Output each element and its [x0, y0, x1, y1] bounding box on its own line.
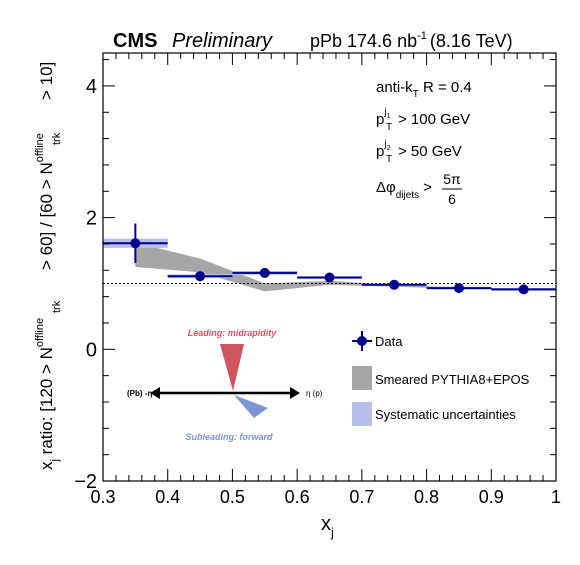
- svg-text:xj ratio: [120 > Noffline: xj ratio: [120 > Noffline: [34, 318, 61, 470]
- data-point: [518, 284, 529, 295]
- cut-pt2-sub: T: [386, 154, 392, 165]
- legend-syst-label: Systematic uncertainties: [375, 407, 516, 422]
- x-axis-title-main: x: [321, 513, 331, 535]
- y-title-e-sub: trk: [51, 132, 63, 145]
- model-band: [135, 242, 524, 292]
- cut-dphi-sub: dijets: [396, 190, 419, 201]
- x-tick-label: 0.9: [479, 487, 504, 507]
- y-title-b: ratio: [120 > N: [37, 347, 56, 459]
- inset-diagram: Leading: midrapidity (Pb) -η η (p) Suble…: [127, 328, 323, 442]
- cut-algo-sub: T: [413, 89, 419, 100]
- model-band-layer: [135, 242, 524, 292]
- cut-pt2-value: > 50 GeV: [398, 143, 462, 160]
- cut-algorithm: anti-kT R = 0.4: [376, 79, 472, 100]
- x-axis-title-sub: j: [330, 525, 334, 540]
- data-point: [324, 272, 335, 283]
- header-dataset: pPb 174.6 nb: [310, 31, 417, 51]
- cut-pt1-value: > 100 GeV: [398, 111, 470, 128]
- y-title-c-sup: offline: [34, 318, 46, 347]
- cut-pt2-sup: j: [383, 139, 386, 150]
- x-axis-title: xj: [321, 513, 334, 540]
- y-axis-title: xj ratio: [120 > Noffline trk > 60] / [6…: [34, 62, 63, 470]
- data-point: [259, 267, 270, 278]
- x-tick-label: 0.3: [90, 487, 115, 507]
- cut-pt1-sub: T: [386, 122, 392, 133]
- svg-text:> 60] / [60 > Noffline: > 60] / [60 > Noffline: [34, 133, 56, 270]
- x-tick-label: 0.4: [155, 487, 180, 507]
- cut-pt1-letter: p: [376, 111, 384, 128]
- cut-dphi-num: 5π: [443, 171, 461, 187]
- data-point: [130, 238, 141, 249]
- legend-data-marker: [357, 336, 367, 346]
- y-tick-label: 4: [86, 76, 97, 98]
- cut-algo-suffix: R = 0.4: [419, 79, 472, 96]
- y-title-c-sub: trk: [51, 300, 63, 313]
- axes-layer: 0.3 0.4 0.5 0.6 0.7 0.8 0.9 1 −2 0 2 4: [74, 52, 561, 507]
- inset-subleading-label: Subleading: forward: [185, 432, 273, 442]
- cut-pt2: pj2: [376, 139, 391, 160]
- cut-dphi-gt: >: [423, 179, 432, 196]
- inset-leading-label: Leading: midrapidity: [188, 328, 278, 338]
- cut-algo-prefix: anti-k: [376, 79, 413, 96]
- header-lumi: pPb 174.6 nb-1 (8.16 TeV): [310, 30, 513, 51]
- y-tick-label: 0: [86, 339, 97, 361]
- inset-right-label: η (p): [306, 389, 323, 398]
- cut-dphi-den: 6: [448, 191, 456, 207]
- cut-pt1: pj1: [376, 107, 391, 128]
- legend-model-swatch: [352, 366, 372, 390]
- svg-text:trk: trk: [51, 300, 63, 313]
- data-point: [195, 271, 206, 282]
- x-tick-label: 1: [551, 487, 561, 507]
- cut-pt2-letter: p: [376, 143, 384, 160]
- plot-frame: [102, 52, 557, 482]
- legend-model-label: Smeared PYTHIA8+EPOS: [375, 372, 530, 387]
- cut-pt1-sup: j: [383, 107, 386, 118]
- header-energy: (8.16 TeV): [430, 31, 513, 51]
- inset-subleading-cone: [234, 395, 268, 418]
- data-point: [389, 279, 400, 290]
- y-title-e-sup: offline: [34, 133, 46, 162]
- inset-leading-cone: [220, 344, 244, 391]
- header-status: Preliminary: [172, 30, 273, 52]
- inset-arrow-right: [290, 387, 300, 399]
- header-experiment: CMS: [113, 30, 157, 52]
- y-title-a: x: [37, 461, 56, 470]
- cut-dphi-main: Δφ: [376, 179, 396, 196]
- legend-syst-swatch: [352, 402, 372, 426]
- y-tick-label: −2: [74, 471, 97, 493]
- data-point: [453, 283, 464, 294]
- x-tick-label: 0.8: [414, 487, 439, 507]
- y-tick-label: 2: [86, 208, 97, 230]
- legend: Data Smeared PYTHIA8+EPOS Systematic unc…: [352, 331, 530, 426]
- cuts-block: anti-kT R = 0.4 pj1 T > 100 GeV pj2 T > …: [376, 79, 472, 207]
- y-title-d: > 60] / [60 > N: [37, 162, 56, 270]
- svg-text:trk: trk: [51, 132, 63, 145]
- x-tick-label: 0.7: [349, 487, 374, 507]
- inset-left-label: (Pb) -η: [127, 389, 152, 398]
- y-title-a-sub: j: [49, 459, 61, 462]
- y-title-f: > 10]: [37, 62, 56, 100]
- cut-pt1-supsub: 1: [387, 113, 391, 120]
- x-tick-label: 0.5: [220, 487, 245, 507]
- data-layer: [103, 223, 556, 295]
- svg-text:> 10]: > 10]: [37, 62, 56, 100]
- x-tick-label: 0.6: [285, 487, 310, 507]
- cut-pt2-supsub: 2: [387, 145, 391, 152]
- legend-data-label: Data: [375, 334, 403, 349]
- inset-arrow-left: [150, 387, 160, 399]
- header-lumi-exponent: -1: [417, 30, 427, 42]
- cut-dphi: Δφdijets >: [376, 179, 432, 201]
